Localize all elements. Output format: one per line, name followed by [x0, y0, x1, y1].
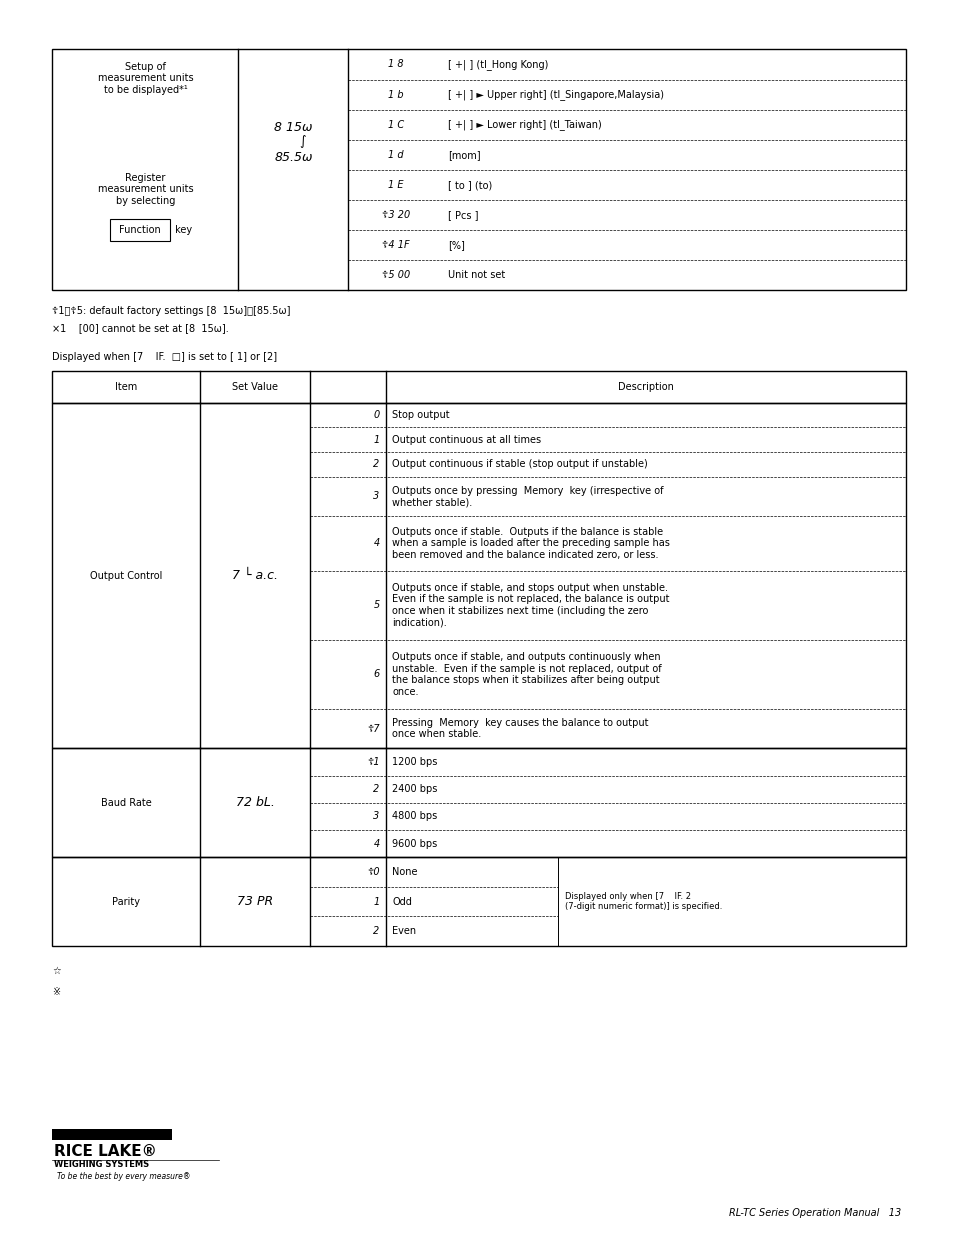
Text: Parity: Parity	[112, 897, 140, 906]
Text: ☦5 00: ☦5 00	[381, 270, 410, 280]
Text: ☦1: ☦1	[367, 757, 379, 767]
Text: [mom]: [mom]	[448, 149, 480, 159]
Text: Output continuous at all times: Output continuous at all times	[392, 435, 540, 445]
Text: 8 15ω
     ∫
85.5ω: 8 15ω ∫ 85.5ω	[274, 121, 313, 163]
Text: 5: 5	[373, 600, 379, 610]
Text: 6: 6	[373, 669, 379, 679]
Text: 0: 0	[373, 410, 379, 420]
Text: ×1    [00] cannot be set at [8  15ω].: ×1 [00] cannot be set at [8 15ω].	[52, 324, 229, 333]
Text: 1200 bps: 1200 bps	[392, 757, 437, 767]
Text: To be the best by every measure®: To be the best by every measure®	[57, 1172, 191, 1181]
Text: Description: Description	[618, 382, 674, 391]
Text: [ +| ] (tl_Hong Kong): [ +| ] (tl_Hong Kong)	[448, 59, 548, 70]
Text: 1 b: 1 b	[388, 90, 403, 100]
Text: [ Pcs ]: [ Pcs ]	[448, 210, 478, 220]
Text: 1 d: 1 d	[388, 149, 403, 159]
Text: Outputs once if stable, and stops output when unstable.
Even if the sample is no: Outputs once if stable, and stops output…	[392, 583, 669, 627]
Text: ☦0: ☦0	[367, 867, 379, 877]
Text: 4: 4	[373, 839, 379, 848]
Bar	[52, 49, 905, 290]
Text: key: key	[172, 225, 192, 235]
Text: Stop output: Stop output	[392, 410, 449, 420]
Text: Output Control: Output Control	[91, 571, 162, 580]
Text: Unit not set: Unit not set	[448, 270, 505, 280]
Text: Function: Function	[119, 225, 160, 235]
Text: [ +| ] ► Lower right] (tl_Taiwan): [ +| ] ► Lower right] (tl_Taiwan)	[448, 120, 601, 130]
Text: 1 E: 1 E	[388, 180, 403, 190]
Text: Setup of
measurement units
to be displayed*¹: Setup of measurement units to be display…	[97, 62, 193, 95]
Text: Odd: Odd	[392, 897, 412, 906]
Text: 4800 bps: 4800 bps	[392, 811, 436, 821]
Text: Pressing  Memory  key causes the balance to output
once when stable.: Pressing Memory key causes the balance t…	[392, 718, 648, 740]
Text: Outputs once if stable, and outputs continuously when
unstable.  Even if the sam: Outputs once if stable, and outputs cont…	[392, 652, 661, 697]
Text: ☦7: ☦7	[367, 724, 379, 734]
Text: ☆: ☆	[52, 966, 61, 976]
Text: 1: 1	[373, 897, 379, 906]
Text: ☦3 20: ☦3 20	[381, 210, 410, 220]
Bar	[52, 748, 905, 857]
Text: ☦1～☦5: default factory settings [8  15ω]～[85.5ω]: ☦1～☦5: default factory settings [8 15ω]～…	[52, 306, 291, 316]
Text: 1 C: 1 C	[388, 120, 403, 130]
Text: 3: 3	[373, 492, 379, 501]
Text: Outputs once if stable.  Outputs if the balance is stable
when a sample is loade: Outputs once if stable. Outputs if the b…	[392, 527, 669, 559]
Text: 1 8: 1 8	[388, 59, 403, 69]
Text: ※: ※	[52, 987, 61, 997]
Text: 72 bL.: 72 bL.	[235, 797, 274, 809]
Text: [ +| ] ► Upper right] (tl_Singapore,Malaysia): [ +| ] ► Upper right] (tl_Singapore,Mala…	[448, 89, 663, 100]
Text: 4: 4	[373, 538, 379, 548]
Text: Item: Item	[115, 382, 137, 391]
Text: 7 └ a.c.: 7 └ a.c.	[232, 569, 278, 582]
Text: Even: Even	[392, 926, 416, 936]
Text: 2400 bps: 2400 bps	[392, 784, 437, 794]
Text: Output continuous if stable (stop output if unstable): Output continuous if stable (stop output…	[392, 459, 647, 469]
Bar	[52, 370, 905, 403]
Text: 73 PR: 73 PR	[237, 895, 273, 908]
Bar	[52, 1129, 172, 1140]
Text: 3: 3	[373, 811, 379, 821]
Text: 9600 bps: 9600 bps	[392, 839, 436, 848]
Text: ☦4 1F: ☦4 1F	[382, 240, 409, 249]
Text: 1: 1	[373, 435, 379, 445]
Text: Displayed only when [7    lF. 2
(7-digit numeric format)] is specified.: Displayed only when [7 lF. 2 (7-digit nu…	[564, 892, 721, 911]
Text: Displayed when [7    lF.  □] is set to [ 1] or [2]: Displayed when [7 lF. □] is set to [ 1] …	[52, 352, 277, 362]
Bar	[52, 857, 905, 946]
Text: Set Value: Set Value	[232, 382, 278, 391]
Text: None: None	[392, 867, 417, 877]
Text: [ to ] (to): [ to ] (to)	[448, 180, 492, 190]
Bar	[52, 403, 905, 748]
Bar	[110, 219, 170, 241]
Text: RICE LAKE®: RICE LAKE®	[54, 1144, 157, 1158]
Text: RL-TC Series Operation Manual   13: RL-TC Series Operation Manual 13	[728, 1208, 901, 1218]
Text: Register
measurement units
by selecting: Register measurement units by selecting	[97, 173, 193, 206]
Text: 2: 2	[373, 784, 379, 794]
Text: 2: 2	[373, 926, 379, 936]
Text: WEIGHING SYSTEMS: WEIGHING SYSTEMS	[54, 1160, 150, 1168]
Text: 2: 2	[373, 459, 379, 469]
Text: Outputs once by pressing  Memory  key (irrespective of
whether stable).: Outputs once by pressing Memory key (irr…	[392, 485, 663, 508]
Text: Baud Rate: Baud Rate	[101, 798, 152, 808]
Text: [%]: [%]	[448, 240, 465, 249]
